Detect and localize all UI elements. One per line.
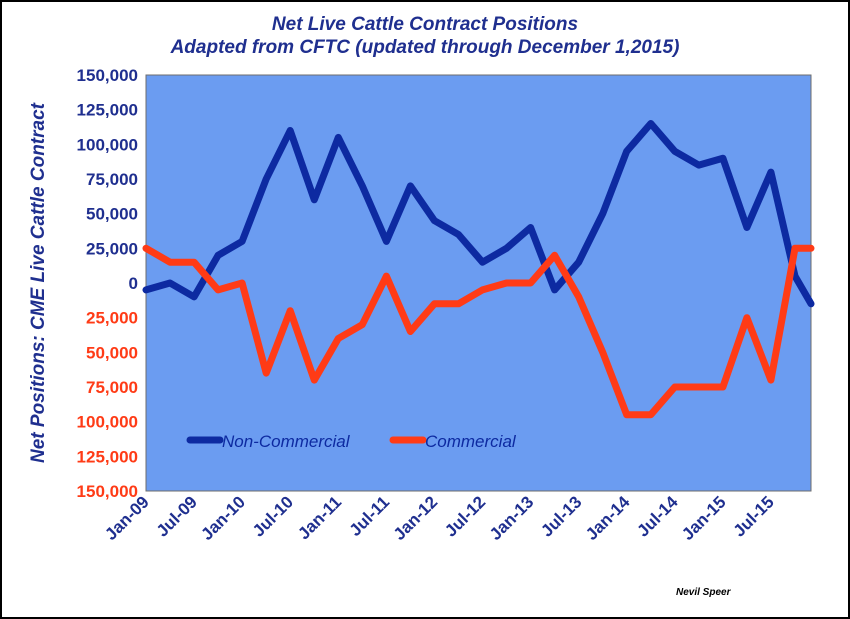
series-line-non-commercial (142, 120, 815, 308)
y-tick-label: 100,000 (77, 135, 138, 154)
chart-subtitle: Adapted from CFTC (updated through Decem… (170, 37, 680, 58)
legend-label-commercial: Commercial (425, 432, 517, 451)
y-tick-label: 50,000 (86, 343, 138, 362)
x-tick-label: Jul-11 (346, 492, 394, 540)
series-line-commercial (142, 244, 815, 419)
x-tick-label: Jul-15 (730, 492, 778, 540)
x-tick-label: Jul-14 (633, 492, 682, 541)
y-tick-label: 25,000 (86, 239, 138, 258)
author-credit: Nevil Speer (676, 587, 731, 598)
plot-area (145, 74, 812, 492)
x-tick-label: Jul-12 (441, 492, 489, 540)
y-tick-label: 125,000 (77, 447, 138, 466)
legend-label-non-commercial: Non-Commercial (222, 432, 351, 451)
y-tick-label: 150,000 (77, 66, 138, 85)
x-tick-label: Jan-13 (486, 492, 538, 544)
x-tick-label: Jul-13 (537, 492, 585, 540)
y-tick-label: 50,000 (86, 205, 138, 224)
y-tick-label: 150,000 (77, 482, 138, 501)
x-tick-label: Jan-15 (678, 492, 730, 544)
x-tick-label: Jan-14 (582, 492, 634, 544)
y-axis-tick-labels: 150,000 125,000 100,000 75,000 50,000 25,000 0… (77, 66, 138, 501)
y-tick-label: 75,000 (86, 170, 138, 189)
x-tick-label: Jan-10 (197, 492, 249, 544)
y-tick-label: 100,000 (77, 413, 138, 432)
y-tick-label: 0 (129, 274, 138, 293)
y-axis-label: Net Positions: CME Live Cattle Contract (28, 102, 49, 463)
x-tick-label: Jul-09 (153, 492, 201, 540)
y-tick-label: 75,000 (86, 378, 138, 397)
x-tick-label: Jan-11 (294, 492, 345, 543)
legend: Non-Commercial Commercial (186, 432, 517, 451)
y-tick-label: 125,000 (77, 101, 138, 120)
chart-title: Net Live Cattle Contract Positions (271, 14, 579, 35)
series-lines (142, 120, 815, 419)
y-tick-label: 25,000 (86, 309, 138, 328)
x-tick-label: Jan-12 (390, 492, 442, 544)
x-tick-label: Jul-10 (249, 492, 297, 540)
